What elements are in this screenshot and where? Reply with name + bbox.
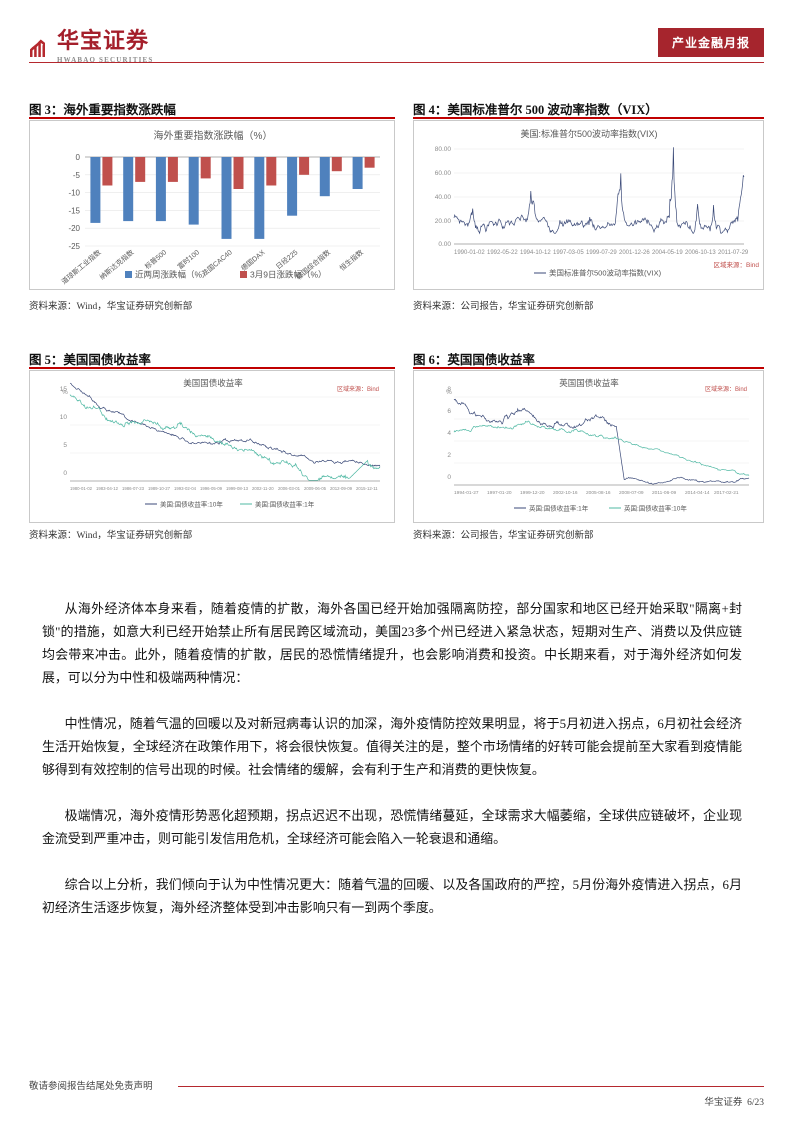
svg-text:英国国债收益率: 英国国债收益率 xyxy=(559,378,619,388)
svg-text:-5: -5 xyxy=(73,171,81,180)
svg-text:4: 4 xyxy=(447,430,451,437)
svg-text:1983-04-12: 1983-04-12 xyxy=(96,486,119,491)
svg-text:15: 15 xyxy=(60,386,68,393)
svg-text:2017-02-21: 2017-02-21 xyxy=(714,490,739,496)
svg-text:区域来源：Bind: 区域来源：Bind xyxy=(705,385,747,393)
svg-text:美国:标准普尔500波动率指数(VIX): 美国:标准普尔500波动率指数(VIX) xyxy=(520,128,657,139)
svg-text:1996-05-09: 1996-05-09 xyxy=(200,486,223,491)
svg-text:0: 0 xyxy=(63,470,67,477)
svg-text:1994-01-27: 1994-01-27 xyxy=(454,490,479,496)
svg-text:2012-09-09: 2012-09-09 xyxy=(330,486,353,491)
svg-text:-15: -15 xyxy=(68,206,80,215)
svg-text:英国:国债收益率:1年: 英国:国债收益率:1年 xyxy=(529,504,589,513)
svg-text:恒生指数: 恒生指数 xyxy=(338,248,365,273)
svg-text:1986-07-23: 1986-07-23 xyxy=(122,486,145,491)
svg-text:2006-03-01: 2006-03-01 xyxy=(278,486,301,491)
svg-text:2014-04-14: 2014-04-14 xyxy=(685,490,710,496)
svg-text:2009-06-05: 2009-06-05 xyxy=(304,486,327,491)
svg-text:标普500: 标普500 xyxy=(143,248,169,271)
svg-text:-10: -10 xyxy=(68,189,80,198)
svg-text:2002-11-20: 2002-11-20 xyxy=(252,486,274,491)
svg-text:-25: -25 xyxy=(68,242,80,251)
svg-text:区域来源：Bind: 区域来源：Bind xyxy=(337,385,379,393)
svg-text:2015-12-11: 2015-12-11 xyxy=(356,486,378,491)
svg-text:1980-01-02: 1980-01-02 xyxy=(70,486,93,491)
svg-text:1999-07-29: 1999-07-29 xyxy=(586,250,617,256)
svg-text:0.00: 0.00 xyxy=(438,241,451,248)
svg-text:60.00: 60.00 xyxy=(435,170,452,177)
svg-text:富时100: 富时100 xyxy=(176,248,202,271)
svg-text:2004-05-19: 2004-05-19 xyxy=(652,250,683,256)
svg-text:2011-07-29: 2011-07-29 xyxy=(718,250,749,256)
svg-text:美国:国债收益率:1年: 美国:国债收益率:1年 xyxy=(255,500,315,509)
svg-text:1997-01-20: 1997-01-20 xyxy=(487,490,512,496)
svg-text:1999-08-13: 1999-08-13 xyxy=(226,486,249,491)
svg-text:3月9日涨跌幅（%）: 3月9日涨跌幅（%） xyxy=(250,270,327,280)
svg-text:1993-02-04: 1993-02-04 xyxy=(174,486,197,491)
svg-text:区域来源：Bind: 区域来源：Bind xyxy=(713,260,759,269)
svg-text:40.00: 40.00 xyxy=(435,194,452,201)
svg-text:英国:国债收益率:10年: 英国:国债收益率:10年 xyxy=(624,504,687,513)
svg-text:近两周涨跌幅（%）: 近两周涨跌幅（%） xyxy=(135,270,211,280)
svg-text:2001-12-26: 2001-12-26 xyxy=(619,250,650,256)
svg-text:80.00: 80.00 xyxy=(435,146,452,153)
svg-text:2006-10-13: 2006-10-13 xyxy=(685,250,716,256)
svg-text:2011-06-09: 2011-06-09 xyxy=(652,490,677,496)
svg-text:8: 8 xyxy=(447,386,451,393)
svg-text:美国:国债收益率:10年: 美国:国债收益率:10年 xyxy=(160,500,223,509)
svg-text:1994-10-12: 1994-10-12 xyxy=(520,250,551,256)
svg-text:0: 0 xyxy=(447,474,451,481)
svg-text:10: 10 xyxy=(60,414,68,421)
svg-text:道琼斯工业指数: 道琼斯工业指数 xyxy=(59,248,102,286)
svg-text:2008-07-09: 2008-07-09 xyxy=(619,490,644,496)
svg-text:1989-10-27: 1989-10-27 xyxy=(148,486,171,491)
svg-text:日经225: 日经225 xyxy=(274,248,300,271)
svg-text:-20: -20 xyxy=(68,224,80,233)
svg-text:2002-10-16: 2002-10-16 xyxy=(553,490,578,496)
svg-text:1997-03-05: 1997-03-05 xyxy=(553,250,584,256)
svg-text:1990-01-02: 1990-01-02 xyxy=(454,250,485,256)
svg-text:0: 0 xyxy=(76,153,81,162)
svg-text:1999-12-20: 1999-12-20 xyxy=(520,490,545,496)
svg-text:1992-05-22: 1992-05-22 xyxy=(487,250,518,256)
svg-text:6: 6 xyxy=(447,408,451,415)
svg-text:海外重要指数涨跌幅（%）: 海外重要指数涨跌幅（%） xyxy=(154,129,273,142)
svg-text:2005-08-16: 2005-08-16 xyxy=(586,490,611,496)
svg-text:美国国债收益率: 美国国债收益率 xyxy=(183,378,243,388)
svg-text:美国标准普尔500波动率指数(VIX): 美国标准普尔500波动率指数(VIX) xyxy=(549,268,662,278)
svg-text:2: 2 xyxy=(447,452,451,459)
svg-text:20.00: 20.00 xyxy=(435,218,452,225)
svg-text:5: 5 xyxy=(63,442,67,449)
